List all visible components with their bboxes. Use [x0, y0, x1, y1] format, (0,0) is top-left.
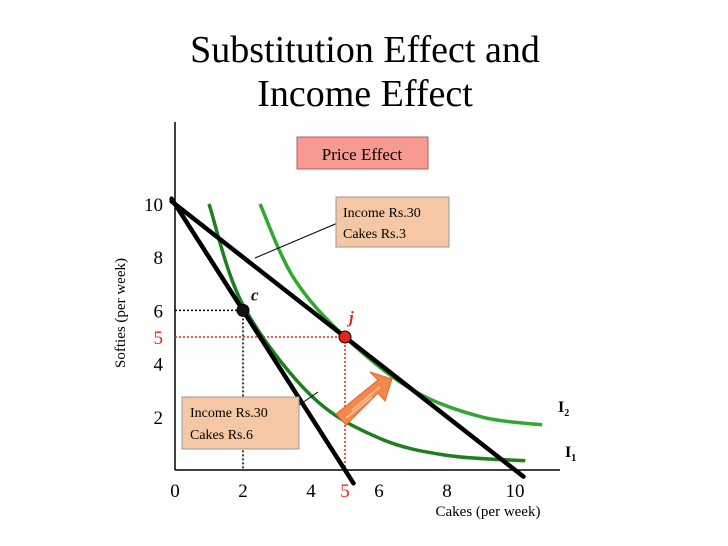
y-tick-label: 6 [154, 301, 164, 322]
budget-line [169, 196, 356, 486]
x-axis-title: Cakes (per week) [436, 504, 541, 520]
point-c [236, 303, 250, 317]
tick-labels: 0 2 4 5 6 8 10 2 4 5 6 8 10 [144, 195, 525, 502]
budget-label-2-income: Income Rs.30 [190, 406, 268, 421]
price-effect-box [296, 136, 429, 170]
shift-arrow [335, 371, 393, 426]
point-j [338, 330, 352, 344]
x-tick-label: 0 [170, 481, 180, 502]
y-tick-label: 5 [154, 328, 164, 349]
curve-label: I1 [565, 444, 576, 464]
x-tick-label: 5 [340, 481, 350, 502]
title-line-1: Substitution Effect and [190, 29, 540, 71]
x-tick-label: 10 [506, 481, 525, 502]
y-tick-label: 10 [144, 195, 163, 216]
point-label: c [251, 285, 259, 304]
x-tick-label: 4 [306, 481, 316, 502]
y-tick-label: 8 [154, 248, 164, 269]
connector-budget-1 [254, 221, 341, 259]
budget-label-1-income: Income Rs.30 [343, 206, 421, 221]
title-line-2: Income Effect [257, 73, 473, 115]
curve-label: I2 [558, 399, 569, 419]
budget-label-box-2 [181, 396, 300, 450]
price-effect-label: Price Effect [322, 145, 403, 164]
x-tick-label: 8 [442, 481, 452, 502]
points: cj [236, 285, 354, 344]
x-tick-label: 6 [374, 481, 384, 502]
y-axis-title: Softies (per week) [113, 258, 129, 368]
y-tick-label: 2 [154, 408, 164, 429]
budget-label-box-1 [335, 196, 450, 248]
x-tick-label: 2 [238, 481, 248, 502]
indifference-curve [207, 203, 526, 463]
curve-labels: I1 I2 [558, 399, 576, 464]
budget-label-1-price: Cakes Rs.3 [343, 227, 406, 242]
point-label: j [346, 308, 354, 327]
slide-title: Substitution Effect and Income Effect [150, 28, 580, 116]
budget-label-2-price: Cakes Rs.6 [190, 428, 253, 443]
y-tick-label: 4 [154, 355, 164, 376]
